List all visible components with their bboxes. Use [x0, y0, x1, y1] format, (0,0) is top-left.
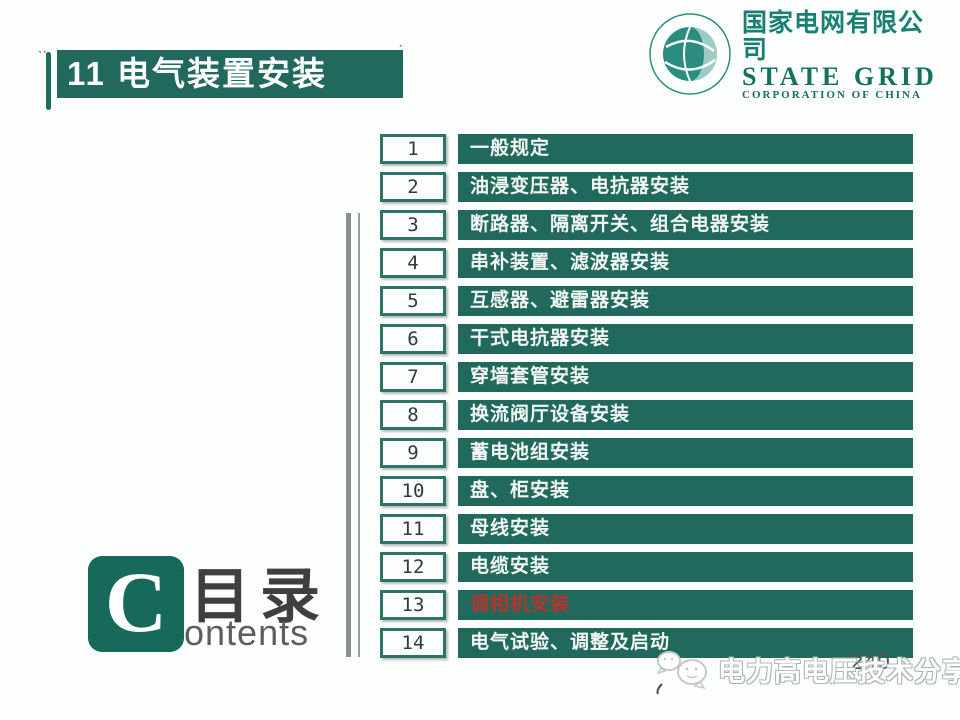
page-number: 240 — [851, 649, 891, 674]
toc-item-bar[interactable]: 换流阀厅设备安装 — [458, 400, 913, 430]
toc-row: 7 穿墙套管安装 — [0, 362, 960, 392]
toc-row: 5 互感器、避雷器安装 — [0, 286, 960, 316]
toc-item-bar[interactable]: 盘、柜安装 — [458, 476, 913, 506]
state-grid-logo-text: 国家电网有限公司 STATE GRID CORPORATION OF CHINA — [742, 10, 948, 101]
logo-name-en: STATE GRID — [742, 61, 938, 91]
toc-item-bar[interactable]: 穿墙套管安装 — [458, 362, 913, 392]
toc-row: 8 换流阀厅设备安装 — [0, 400, 960, 430]
toc-row: 14 电气试验、调整及启动 — [0, 628, 960, 658]
toc-item-bar[interactable]: 一般规定 — [458, 134, 913, 164]
toc-number: 12 — [380, 552, 446, 582]
toc-item-bar[interactable]: 互感器、避雷器安装 — [458, 286, 913, 316]
toc-row: 10 盘、柜安装 — [0, 476, 960, 506]
toc-row: 1 一般规定 — [0, 134, 960, 164]
toc-number: 10 — [380, 476, 446, 506]
toc-item-bar[interactable]: 电缆安装 — [458, 552, 913, 582]
toc-row: 12 电缆安装 — [0, 552, 960, 582]
toc-number: 9 — [380, 438, 446, 468]
toc-item-bar-highlighted[interactable]: 调相机安装 — [458, 590, 913, 620]
toc-item-bar[interactable]: 油浸变压器、电抗器安装 — [458, 172, 913, 202]
toc-row: 4 串补装置、滤波器安装 — [0, 248, 960, 278]
toc-row: 2 油浸变压器、电抗器安装 — [0, 172, 960, 202]
state-grid-logo: 国家电网有限公司 STATE GRID CORPORATION OF CHINA — [648, 10, 948, 102]
toc-number: 4 — [380, 248, 446, 278]
contents-label-cn: 目录 — [190, 563, 330, 630]
title-accent-bar — [46, 52, 51, 110]
close-quote-decoration: ˏ — [398, 31, 403, 47]
open-quote-decoration: ˎˎ — [38, 37, 48, 53]
chat-bubbles-icon — [652, 648, 714, 701]
divider-line-thick — [346, 213, 351, 657]
toc-number: 8 — [380, 400, 446, 430]
toc-row: 3 断路器、隔离开关、组合电器安装 — [0, 210, 960, 240]
toc-item-bar[interactable]: 断路器、隔离开关、组合电器安装 — [458, 210, 913, 240]
toc-number: 1 — [380, 134, 446, 164]
toc-number: 2 — [380, 172, 446, 202]
contents-label-en: ontents — [184, 612, 310, 653]
toc-number: 11 — [380, 514, 446, 544]
toc-number: 6 — [380, 324, 446, 354]
toc-item-bar[interactable]: 电气试验、调整及启动 — [458, 628, 913, 658]
state-grid-globe-icon — [648, 12, 732, 101]
toc-number: 5 — [380, 286, 446, 316]
toc-number: 13 — [380, 590, 446, 620]
toc-row: 13 调相机安装 — [0, 590, 960, 620]
logo-name-cn: 国家电网有限公司 — [742, 9, 925, 64]
contents-initial-badge: C — [88, 556, 184, 652]
toc-item-bar[interactable]: 母线安装 — [458, 514, 913, 544]
toc-number: 14 — [380, 628, 446, 658]
toc-item-bar[interactable]: 蓄电池组安装 — [458, 438, 913, 468]
toc-number: 3 — [380, 210, 446, 240]
toc-number: 7 — [380, 362, 446, 392]
toc-row: 11 母线安装 — [0, 514, 960, 544]
logo-name-sub: CORPORATION OF CHINA — [742, 89, 922, 102]
toc-row: 9 蓄电池组安装 — [0, 438, 960, 468]
toc-row: 6 干式电抗器安装 — [0, 324, 960, 354]
toc-item-bar[interactable]: 干式电抗器安装 — [458, 324, 913, 354]
toc-item-bar[interactable]: 串补装置、滤波器安装 — [458, 248, 913, 278]
divider-line-thin — [358, 213, 360, 657]
slide-title: 11 电气装置安装 — [57, 50, 403, 98]
footer-watermark-text: 电力高电压技术分享 — [718, 657, 960, 687]
